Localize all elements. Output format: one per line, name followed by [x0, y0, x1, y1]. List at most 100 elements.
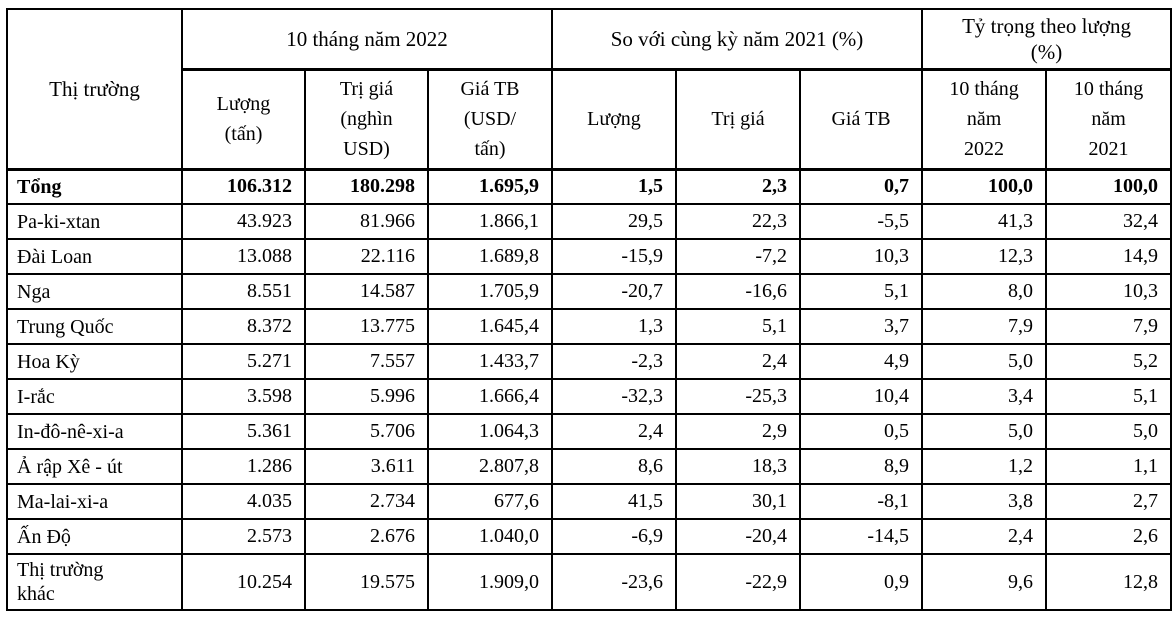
- value-cell: 14,9: [1045, 238, 1173, 275]
- value-cell: 12,3: [921, 238, 1048, 275]
- group-header-period-2022: 10 tháng năm 2022: [181, 8, 553, 71]
- value-cell: 1.645,4: [427, 308, 553, 345]
- value-cell: 3.611: [304, 448, 429, 485]
- market-cell: I-rắc: [6, 378, 183, 415]
- value-cell: 29,5: [551, 203, 677, 240]
- value-cell: 677,6: [427, 483, 553, 520]
- value-cell: 81.966: [304, 203, 429, 240]
- value-cell: 4,9: [798, 343, 924, 380]
- value-cell: 3.598: [181, 378, 306, 415]
- value-cell: 9,6: [921, 553, 1048, 611]
- table-row: Hoa Kỳ 5.271 7.557 1.433,7 -2,3 2,4 4,9 …: [6, 343, 1173, 380]
- group-header-vs-2021: So với cùng kỳ năm 2021 (%): [550, 8, 924, 71]
- value-cell: 5.706: [304, 413, 429, 450]
- value-cell: 3,4: [921, 378, 1048, 415]
- table-row: Đài Loan 13.088 22.116 1.689,8 -15,9 -7,…: [6, 238, 1173, 275]
- value-cell: 10.254: [181, 553, 306, 611]
- group-header-row: Thị trường 10 tháng năm 2022 So với cùng…: [6, 8, 1173, 171]
- sub-header-share-2021: 10 tháng năm 2021: [1045, 68, 1173, 171]
- sub-header-value-pct: Trị giá: [675, 68, 801, 171]
- value-cell: -25,3: [675, 378, 801, 415]
- value-cell: 1.040,0: [427, 518, 553, 555]
- value-cell: 10,3: [1045, 273, 1173, 310]
- market-cell: Ấn Độ: [6, 518, 183, 555]
- value-cell: -16,6: [675, 273, 801, 310]
- value-cell: 8,0: [921, 273, 1048, 310]
- value-cell: 106.312: [181, 168, 306, 205]
- value-cell: 5.361: [181, 413, 306, 450]
- table-body: Tổng 106.312 180.298 1.695,9 1,5 2,3 0,7…: [6, 168, 1173, 611]
- value-cell: 1.695,9: [427, 168, 553, 205]
- value-cell: 2,3: [675, 168, 801, 205]
- value-cell: 100,0: [1045, 168, 1173, 205]
- market-cell: Trung Quốc: [6, 308, 183, 345]
- value-cell: 1.666,4: [427, 378, 553, 415]
- market-cell: Pa-ki-xtan: [6, 203, 183, 240]
- value-cell: 10,3: [798, 238, 924, 275]
- value-cell: 2,7: [1045, 483, 1173, 520]
- sub-header-share-2022: 10 tháng năm 2022: [921, 68, 1048, 171]
- value-cell: 100,0: [921, 168, 1048, 205]
- value-cell: 2.676: [304, 518, 429, 555]
- sub-header-avg-price-pct: Giá TB: [798, 68, 924, 171]
- value-cell: 19.575: [304, 553, 429, 611]
- value-cell: 2,4: [921, 518, 1048, 555]
- value-cell: 2,4: [675, 343, 801, 380]
- value-cell: 1,1: [1045, 448, 1173, 485]
- value-cell: 2.573: [181, 518, 306, 555]
- table-header: Thị trường 10 tháng năm 2022 So với cùng…: [6, 8, 1173, 171]
- market-cell: Hoa Kỳ: [6, 343, 183, 380]
- value-cell: -5,5: [798, 203, 924, 240]
- value-cell: 0,9: [798, 553, 924, 611]
- market-column-header: Thị trường: [6, 8, 183, 171]
- value-cell: 1.286: [181, 448, 306, 485]
- markets-table: Thị trường 10 tháng năm 2022 So với cùng…: [6, 8, 1173, 611]
- value-cell: 18,3: [675, 448, 801, 485]
- value-cell: 10,4: [798, 378, 924, 415]
- market-cell: Nga: [6, 273, 183, 310]
- sub-header-quantity-pct: Lượng: [551, 68, 677, 171]
- table-row: In-đô-nê-xi-a 5.361 5.706 1.064,3 2,4 2,…: [6, 413, 1173, 450]
- table-row: Ả rập Xê - út 1.286 3.611 2.807,8 8,6 18…: [6, 448, 1173, 485]
- value-cell: 5.996: [304, 378, 429, 415]
- value-cell: 0,5: [798, 413, 924, 450]
- market-cell: Ả rập Xê - út: [6, 448, 183, 485]
- value-cell: 2.734: [304, 483, 429, 520]
- value-cell: 5,0: [1045, 413, 1173, 450]
- value-cell: 14.587: [304, 273, 429, 310]
- value-cell: 8.372: [181, 308, 306, 345]
- value-cell: 2,6: [1045, 518, 1173, 555]
- value-cell: 5,2: [1045, 343, 1173, 380]
- value-cell: -32,3: [551, 378, 677, 415]
- sub-header-value-thousand-usd: Trị giá (nghìn USD): [304, 68, 429, 171]
- value-cell: 2,9: [675, 413, 801, 450]
- value-cell: -15,9: [551, 238, 677, 275]
- value-cell: 13.088: [181, 238, 306, 275]
- value-cell: 43.923: [181, 203, 306, 240]
- value-cell: 5,0: [921, 413, 1048, 450]
- value-cell: -20,7: [551, 273, 677, 310]
- value-cell: 1,5: [551, 168, 677, 205]
- value-cell: -6,9: [551, 518, 677, 555]
- value-cell: 1.909,0: [427, 553, 553, 611]
- value-cell: -22,9: [675, 553, 801, 611]
- value-cell: 7.557: [304, 343, 429, 380]
- value-cell: -8,1: [798, 483, 924, 520]
- value-cell: 41,5: [551, 483, 677, 520]
- value-cell: 2.807,8: [427, 448, 553, 485]
- value-cell: 13.775: [304, 308, 429, 345]
- value-cell: 7,9: [1045, 308, 1173, 345]
- group-header-volume-share: Tỷ trọng theo lượng (%): [921, 8, 1173, 71]
- value-cell: 32,4: [1045, 203, 1173, 240]
- value-cell: 41,3: [921, 203, 1048, 240]
- value-cell: 5,1: [798, 273, 924, 310]
- value-cell: -14,5: [798, 518, 924, 555]
- value-cell: -23,6: [551, 553, 677, 611]
- value-cell: 180.298: [304, 168, 429, 205]
- market-cell: Ma-lai-xi-a: [6, 483, 183, 520]
- market-cell: Tổng: [6, 168, 183, 205]
- value-cell: 22.116: [304, 238, 429, 275]
- value-cell: 5.271: [181, 343, 306, 380]
- value-cell: 2,4: [551, 413, 677, 450]
